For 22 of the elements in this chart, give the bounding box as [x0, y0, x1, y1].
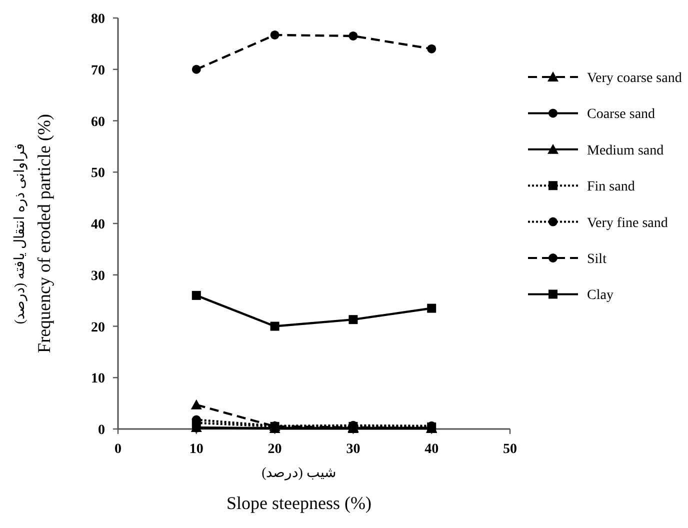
y-tick-label: 40: [91, 218, 105, 232]
legend-label: Clay: [587, 288, 614, 304]
x-tick-label: 0: [114, 442, 122, 457]
x-tick-label: 30: [346, 442, 360, 457]
x-tick-label: 40: [424, 442, 439, 457]
y-tick-label: 20: [91, 320, 105, 336]
legend-label: Coarse sand: [587, 107, 656, 122]
x-tick-label: 10: [189, 442, 204, 457]
y-tick-label: 30: [91, 268, 105, 284]
y-tick-label: 50: [91, 166, 105, 182]
legend-label: Medium sand: [587, 143, 664, 158]
x-tick-label: 20: [268, 442, 282, 457]
y-tick-label: 70: [91, 63, 105, 78]
legend-label: Very fine sand: [587, 216, 668, 231]
legend-label: Silt: [587, 252, 607, 267]
legend-label: Very coarse sand: [587, 71, 682, 86]
y-tick-label: 60: [91, 114, 105, 130]
y-tick-label: 10: [91, 372, 105, 387]
x-tick-label: 50: [503, 442, 517, 457]
legend-label: Fin sand: [587, 180, 635, 195]
y-tick-label: 0: [98, 423, 105, 438]
y-tick-label: 80: [91, 12, 105, 27]
